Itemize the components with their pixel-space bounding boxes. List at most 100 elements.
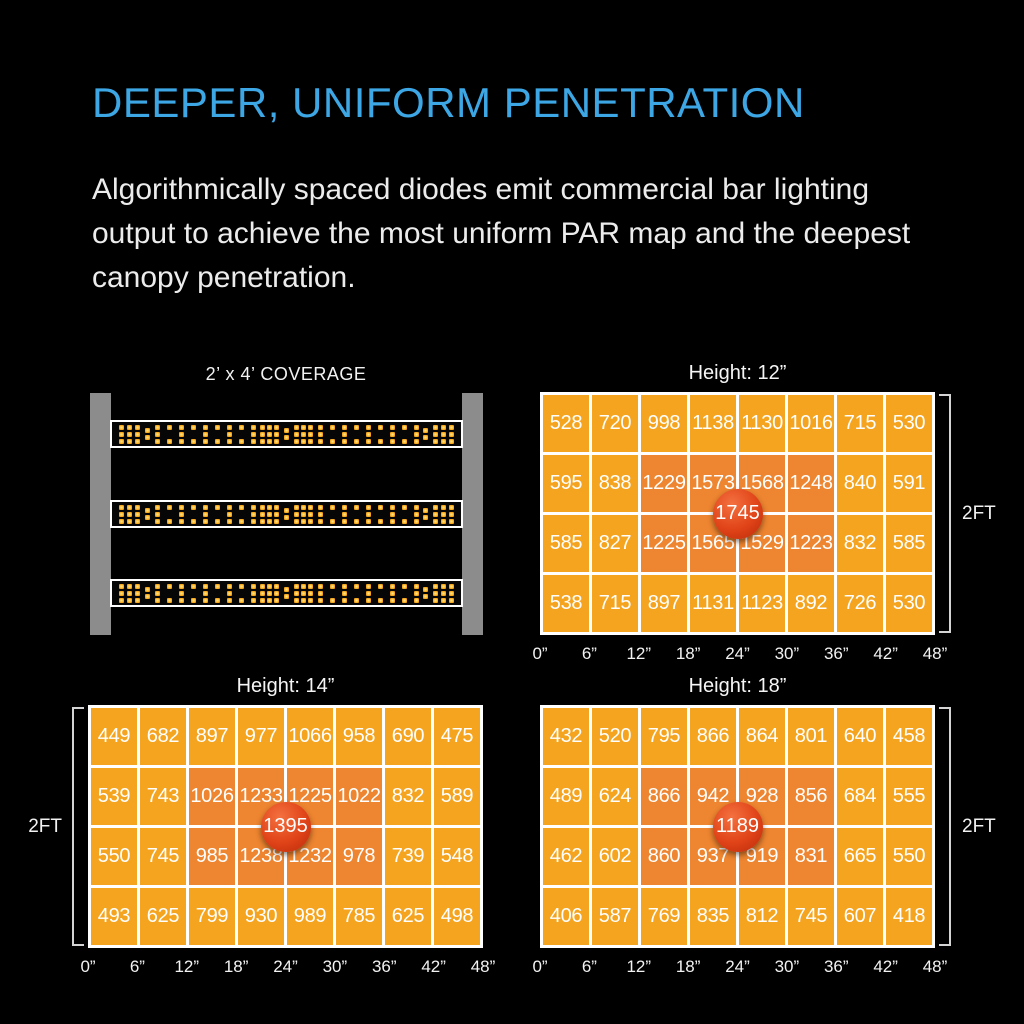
diode-column <box>307 504 313 524</box>
diode <box>250 583 256 589</box>
par-cell: 449 <box>91 708 137 765</box>
diode-column <box>401 504 407 524</box>
diode-column <box>260 504 266 524</box>
diode <box>449 424 454 430</box>
diode-column <box>190 424 196 444</box>
diode-pair <box>144 587 150 599</box>
diode <box>226 431 232 437</box>
par-heatmap-14in: Height: 14” 449 682 897 977 1066 958 690 475 539… <box>28 675 495 976</box>
par-cell: 589 <box>434 768 480 825</box>
axis-tick-label: 24” <box>273 957 298 976</box>
axis-tick-label: 12” <box>626 644 652 663</box>
axis-tick-label: 36” <box>823 644 849 663</box>
diode-column <box>238 583 244 603</box>
par-cell: 978 <box>336 828 382 885</box>
par-cell: 1225 <box>641 515 687 572</box>
diode <box>441 511 446 517</box>
diode <box>274 583 280 589</box>
axis-tick-label: 24” <box>725 644 750 663</box>
diode-column <box>154 424 160 444</box>
diode-column <box>260 583 266 603</box>
diode-column <box>144 587 150 599</box>
diode <box>317 438 323 444</box>
diode-column <box>144 508 150 520</box>
par-cell: 769 <box>641 888 687 945</box>
diode-column <box>423 587 429 599</box>
diode <box>449 597 454 603</box>
par-cell: 1248 <box>788 455 834 512</box>
diode <box>144 428 150 433</box>
diode <box>260 431 266 437</box>
diode-column <box>250 504 256 524</box>
diode-pair <box>144 428 150 440</box>
diode-column <box>214 583 220 603</box>
diode <box>154 518 160 524</box>
diode <box>250 597 256 603</box>
diode <box>250 590 256 596</box>
diode <box>135 590 140 596</box>
diode-column <box>341 583 347 603</box>
diode <box>401 597 407 603</box>
diode <box>307 431 313 437</box>
par-grid: 432 520 795 866 864 801 640 458 489 624 866 942 928 8… <box>540 705 935 948</box>
par-cell: 462 <box>543 828 589 885</box>
par-cell: 930 <box>238 888 284 945</box>
par-cell: 585 <box>886 515 932 572</box>
par-cell: 493 <box>91 888 137 945</box>
diode-column <box>401 424 407 444</box>
diode <box>178 597 184 603</box>
diode <box>293 583 299 589</box>
diode <box>274 511 280 517</box>
par-cell: 812 <box>739 888 785 945</box>
diode <box>178 438 184 444</box>
diode <box>127 597 132 603</box>
diode <box>365 424 371 430</box>
diode-run <box>154 424 256 444</box>
axis-tick-label: 18” <box>675 957 701 976</box>
diode <box>250 431 256 437</box>
diode <box>119 504 124 510</box>
par-cell: 418 <box>886 888 932 945</box>
diode <box>178 511 184 517</box>
diode <box>202 583 208 589</box>
diode <box>293 424 299 430</box>
diode <box>127 590 132 596</box>
diode-column <box>284 508 289 520</box>
diode <box>284 428 289 433</box>
par-cell: 1016 <box>788 395 834 452</box>
diode-column <box>449 504 454 524</box>
diode <box>413 511 419 517</box>
par-cell: 489 <box>543 768 589 825</box>
diode <box>274 424 280 430</box>
diode <box>307 590 313 596</box>
diode <box>433 583 438 589</box>
diode <box>135 504 140 510</box>
diode-cluster <box>433 504 454 524</box>
diode <box>353 438 359 444</box>
diode <box>353 518 359 524</box>
diode-column <box>329 583 335 603</box>
diode <box>433 597 438 603</box>
diode-pair <box>423 508 429 520</box>
par-cell: 1130 <box>739 395 785 452</box>
diode <box>144 587 150 592</box>
diode-column <box>317 504 323 524</box>
diode <box>401 504 407 510</box>
diode-pair <box>284 428 289 440</box>
diode <box>441 583 446 589</box>
diode <box>317 597 323 603</box>
par-cell: 832 <box>837 515 883 572</box>
par-grid: 449 682 897 977 1066 958 690 475 539 743 1026 1233 1… <box>88 705 483 948</box>
diode <box>300 597 306 603</box>
diode <box>401 583 407 589</box>
heatmap-title: Height: 12” <box>688 362 787 384</box>
diode <box>377 424 383 430</box>
diode-column <box>119 583 124 603</box>
diode <box>214 583 220 589</box>
diode <box>267 590 273 596</box>
diode-cluster-dense <box>260 424 280 444</box>
par-cell: 832 <box>385 768 431 825</box>
diode <box>260 583 266 589</box>
diode-column <box>365 504 371 524</box>
diode <box>353 504 359 510</box>
